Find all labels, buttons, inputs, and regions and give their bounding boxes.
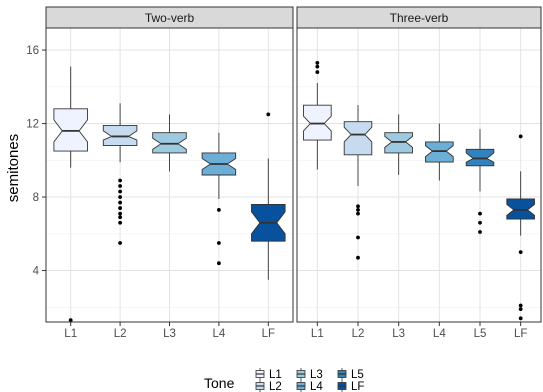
legend-label: L1 xyxy=(269,369,282,381)
outlier-point xyxy=(356,211,360,216)
x-tick-label: LF xyxy=(514,328,527,340)
box-l3 xyxy=(152,114,187,172)
outlier-point xyxy=(118,178,122,183)
x-tick-label: L2 xyxy=(352,328,365,340)
outlier-point xyxy=(118,184,122,188)
outlier-point xyxy=(518,250,523,255)
outlier-point xyxy=(518,316,523,321)
panel-two-verb: Two-verb L1 L2 L3 L4 LF xyxy=(45,6,294,340)
panel-strip-label: Two-verb xyxy=(145,11,195,25)
outlier-point xyxy=(118,215,122,220)
box-lf xyxy=(251,112,286,280)
outlier-point xyxy=(478,220,482,225)
box-l2 xyxy=(102,103,138,245)
outlier-point xyxy=(118,241,122,245)
outlier-point xyxy=(118,195,122,199)
outlier-point xyxy=(118,200,122,205)
box-body xyxy=(343,121,373,156)
legend-label: L5 xyxy=(351,369,364,381)
outlier-point xyxy=(266,112,271,117)
outlier-point xyxy=(118,206,122,210)
x-tick-label: L1 xyxy=(311,328,324,340)
outlier-point xyxy=(118,220,122,225)
x-tick-label: L3 xyxy=(392,328,405,340)
outlier-point xyxy=(478,211,482,216)
legend-label: LF xyxy=(351,381,364,392)
legend-label: L4 xyxy=(310,381,323,392)
outlier-point xyxy=(217,208,221,212)
legend-item-lf: LF xyxy=(337,380,364,392)
box-body xyxy=(53,108,88,152)
y-tick-label: 8 xyxy=(33,192,39,204)
box-l3 xyxy=(384,114,413,175)
box-l4 xyxy=(425,123,454,181)
outlier-point xyxy=(315,70,320,74)
legend-item-l3: L3 xyxy=(296,368,323,381)
panel-strip-label: Three-verb xyxy=(390,11,449,25)
outlier-point xyxy=(315,61,320,65)
box-body xyxy=(506,198,535,220)
outlier-point xyxy=(315,64,320,69)
y-tick-label: 4 xyxy=(33,266,40,278)
panels: 4 8 12 16 Two-verb L1 L2 L3 L4 LF Three-verb L1 L2 L3… xyxy=(26,6,542,340)
outlier-point xyxy=(356,235,360,240)
y-tick-label: 16 xyxy=(26,45,39,57)
box-l2 xyxy=(343,105,373,260)
outlier-point xyxy=(478,230,482,234)
x-tick-label: L3 xyxy=(163,328,176,340)
legend-label: L2 xyxy=(269,381,282,392)
outlier-point xyxy=(356,208,360,212)
outlier-point xyxy=(356,204,360,209)
x-tick-label: L1 xyxy=(64,328,77,340)
x-tick-label: LF xyxy=(262,328,275,340)
box-l1 xyxy=(53,66,88,323)
x-tick-label: L4 xyxy=(213,328,226,340)
legend-item-l1: L1 xyxy=(255,368,282,381)
x-tick-label: L2 xyxy=(114,328,127,340)
legend-title: Tone xyxy=(204,375,235,391)
outlier-point xyxy=(518,307,523,312)
legend-item-l5: L5 xyxy=(337,368,364,381)
box-body xyxy=(465,148,495,167)
x-tick-label: L4 xyxy=(433,328,446,340)
y-tick-label: 12 xyxy=(26,119,39,131)
box-body xyxy=(152,132,187,154)
panel-background xyxy=(297,28,541,322)
outlier-point xyxy=(356,255,360,260)
outlier-point xyxy=(518,134,523,139)
outlier-point xyxy=(217,241,221,245)
box-l5 xyxy=(465,129,495,234)
box-lf xyxy=(506,134,535,321)
box-l4 xyxy=(201,132,237,266)
x-tick-label: L5 xyxy=(474,328,487,340)
outlier-point xyxy=(118,189,122,194)
legend-label: L3 xyxy=(310,369,323,381)
panel-three-verb: Three-verb L1 L2 L3 L4 L5 LF xyxy=(296,6,542,340)
legend-item-l2: L2 xyxy=(255,380,282,392)
outlier-point xyxy=(518,303,523,308)
y-axis-title: semitones xyxy=(5,134,22,202)
outlier-point xyxy=(217,261,221,266)
box-l1 xyxy=(303,61,332,170)
box-body xyxy=(102,124,138,147)
outlier-point xyxy=(118,211,122,216)
legend-item-l4: L4 xyxy=(296,380,323,392)
outlier-point xyxy=(68,318,73,323)
panel-border xyxy=(296,27,542,323)
